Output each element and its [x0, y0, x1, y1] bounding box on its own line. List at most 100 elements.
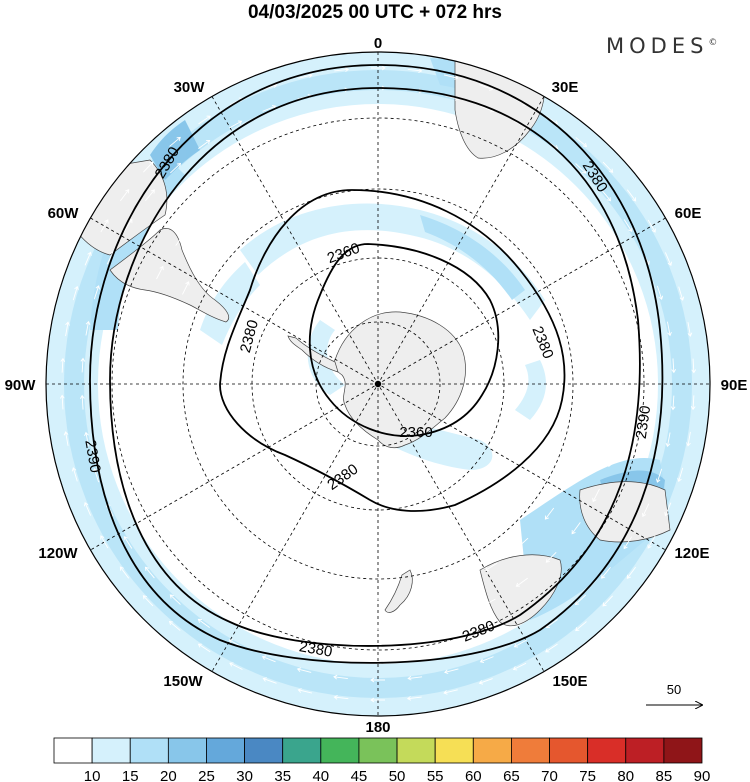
wind-vector-arrow: [261, 655, 276, 663]
colorbar-level-label: 90: [694, 768, 711, 782]
wind-vector-arrow: [293, 580, 308, 588]
wind-vector-arrow: [608, 301, 615, 316]
wind-vector-arrow: [119, 566, 130, 579]
wind-vector-arrow: [641, 503, 650, 518]
colorbar-swatch: [587, 737, 627, 764]
contour-2380-outer: [109, 87, 641, 647]
lon-label-150e: 150E: [552, 673, 587, 690]
wind-vector-arrow: [370, 677, 385, 683]
colorbar: 10 15 20 25 30 35 40 45 50 55 60 65 70 75 80 85 90: [53, 737, 711, 782]
contour-label: 2390: [81, 438, 104, 474]
wind-vector-arrow: [161, 356, 167, 372]
wind-vector-arrow: [448, 180, 463, 188]
colorbar-level-label: 15: [122, 768, 139, 782]
colorbar-level-label: 55: [427, 768, 444, 782]
colorbar-level-label: 30: [236, 768, 253, 782]
south-america: [109, 228, 229, 323]
wind-vector-arrow: [370, 697, 385, 703]
wind-vector-arrow: [678, 286, 685, 301]
wind-vector-arrow: [545, 205, 557, 217]
wind-vector-arrow: [479, 656, 494, 663]
wind-vector-arrow: [123, 218, 133, 232]
wind-vector-arrow: [60, 357, 66, 373]
wind-vector-arrow: [677, 467, 684, 483]
wind-vector-arrow: [227, 219, 239, 231]
wind-vector-arrow: [71, 467, 78, 482]
wind-vector-arrow: [168, 317, 175, 333]
colorbar-swatch: [244, 737, 284, 764]
wind-vector-arrow: [85, 320, 91, 336]
wind-vector-arrow: [370, 596, 385, 602]
wind-vector-arrow: [227, 537, 239, 548]
wind-vector-arrow: [690, 395, 696, 411]
lon-label-120w: 120W: [38, 545, 78, 562]
colorbar-level-label: 10: [84, 768, 101, 782]
wind-vector-arrow: [513, 639, 527, 648]
wind-vector-arrow: [667, 321, 672, 337]
wind-vector-arrow: [141, 452, 148, 467]
wind-vector-arrow: [297, 688, 313, 694]
wind-vector-arrow: [258, 562, 272, 571]
wind-vector-arrow: [100, 219, 109, 233]
wind-vector-arrow: [601, 189, 612, 202]
colorbar-swatch: [358, 737, 398, 764]
lon-label-60e: 60E: [675, 205, 702, 222]
wind-vector-arrow: [199, 205, 211, 217]
wind-vector-arrow: [571, 522, 581, 535]
brand-name: MODES: [606, 34, 709, 58]
wind-vector-arrow: [260, 161, 274, 170]
wind-vector-arrow: [592, 488, 600, 503]
lon-label-30e: 30E: [552, 79, 579, 96]
wind-vector-arrow: [655, 468, 663, 483]
colorbar-level-label: 75: [579, 768, 596, 782]
wind-vector-arrow: [84, 251, 92, 266]
contour-label: 2380: [298, 638, 334, 661]
colorbar-swatch: [625, 737, 665, 764]
colorbar-level-label: 45: [351, 768, 368, 782]
wind-vector-arrow: [443, 74, 459, 80]
wind-vector-arrow: [295, 147, 310, 154]
map-title: 04/03/2025 00 UTC + 072 hrs: [247, 2, 503, 23]
wind-vector-arrow: [566, 281, 575, 296]
wind-vector-arrow: [201, 248, 212, 261]
wind-vector-arrow: [515, 577, 528, 587]
wind-vector-arrow: [623, 219, 633, 232]
wind-vector-arrow: [623, 536, 633, 550]
wind-vector-arrow: [620, 377, 626, 392]
colorbar-swatch: [549, 737, 589, 764]
colorbar-level-label: 60: [465, 768, 482, 782]
wind-vector-arrow: [409, 593, 425, 599]
wind-vector-arrow: [293, 179, 308, 187]
lon-label-60w: 60W: [48, 205, 80, 222]
wind-vector-arrow: [516, 181, 529, 191]
wind-reference-label: 50: [667, 682, 681, 697]
colorbar-level-label: 70: [541, 768, 558, 782]
wind-vector-arrow: [198, 115, 211, 125]
wind-vector-arrow: [65, 321, 70, 337]
wind-vector-arrow: [592, 266, 601, 280]
wind-vector-arrow: [201, 507, 212, 520]
contour-label: 2360: [399, 424, 432, 441]
colorbar-swatch: [320, 737, 360, 764]
wind-vector-arrow: [448, 581, 463, 589]
wind-vector-arrow: [228, 639, 242, 648]
wind-vector-arrow: [198, 139, 211, 150]
wind-vector-arrow: [581, 435, 588, 451]
wind-vector-arrow: [197, 618, 210, 628]
colorbar-swatch: [206, 737, 245, 764]
wind-vector-arrow: [517, 537, 529, 549]
wind-vector-arrow: [484, 562, 498, 572]
wind-vector-arrow: [197, 643, 211, 653]
wind-vector-arrow: [371, 166, 386, 172]
wind-vector-arrow: [575, 137, 588, 147]
wind-vector-arrow: [156, 265, 164, 280]
wind-vector-arrow: [227, 577, 240, 587]
wind-vector-arrow: [607, 452, 614, 468]
south-pole-marker: [374, 380, 382, 388]
colorbar-level-label: 20: [160, 768, 177, 782]
wind-vector-arrow: [123, 536, 133, 549]
wind-vector-arrow: [331, 622, 347, 628]
wind-vector-arrow: [410, 170, 426, 176]
wind-vector-arrow: [83, 501, 92, 516]
